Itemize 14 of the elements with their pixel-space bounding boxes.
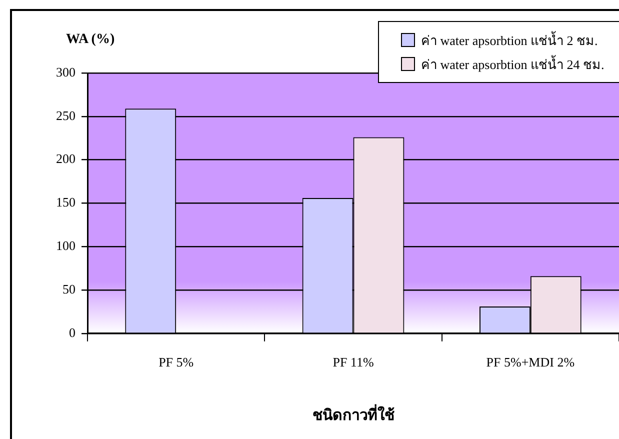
y-tick-label: 200 bbox=[56, 151, 76, 166]
legend-label: ค่า water apsorbtion แช่น้ำ 2 ชม. bbox=[421, 30, 598, 50]
y-tick-label: 300 bbox=[56, 64, 76, 80]
x-axis-title: ชนิดกาวที่ใช้ bbox=[312, 404, 394, 424]
y-tick-label: 250 bbox=[56, 108, 76, 123]
legend-label: ค่า water apsorbtion แช่น้ำ 24 ชม. bbox=[421, 54, 604, 74]
x-tick-label: PF 5% bbox=[158, 354, 194, 370]
y-tick-label: 150 bbox=[56, 194, 76, 210]
y-tick-label: 50 bbox=[62, 281, 76, 296]
y-tick-label: 0 bbox=[69, 324, 76, 340]
x-tick-label: PF 11% bbox=[332, 354, 374, 370]
y-axis-title: WA (%) bbox=[66, 32, 115, 48]
x-tick-label: PF 5%+MDI 2% bbox=[486, 354, 575, 370]
y-tick-label: 100 bbox=[56, 238, 76, 254]
